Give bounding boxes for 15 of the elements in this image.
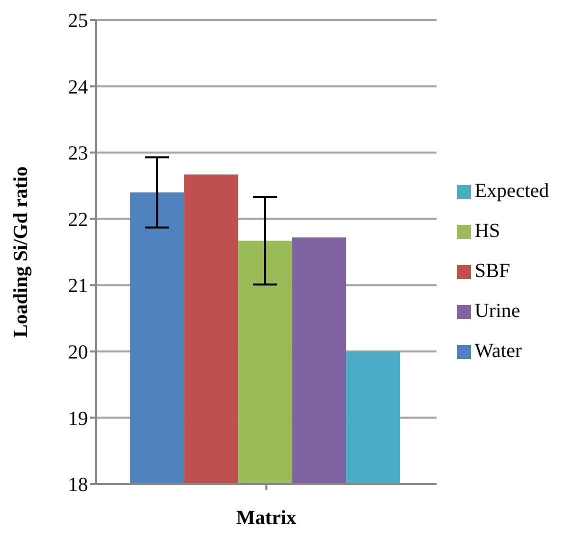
y-tick-label: 23: [68, 142, 88, 165]
x-axis-title: Matrix: [236, 507, 296, 529]
y-tick-label: 25: [68, 10, 88, 32]
legend-label: Water: [474, 340, 522, 362]
y-tick-label: 20: [68, 342, 88, 364]
y-tick-label: 22: [68, 208, 88, 231]
y-tick-label: 19: [68, 408, 88, 430]
legend-label: Urine: [474, 300, 520, 322]
legend-label: Expected: [474, 180, 549, 202]
y-tick-label: 18: [68, 474, 88, 496]
y-axis-title: Loading Si/Gd ratio: [10, 166, 32, 338]
y-tick-label: 21: [68, 275, 88, 298]
legend-label: HS: [474, 220, 500, 242]
legend-label: SBF: [474, 260, 510, 282]
y-tick-label: 24: [68, 76, 88, 98]
